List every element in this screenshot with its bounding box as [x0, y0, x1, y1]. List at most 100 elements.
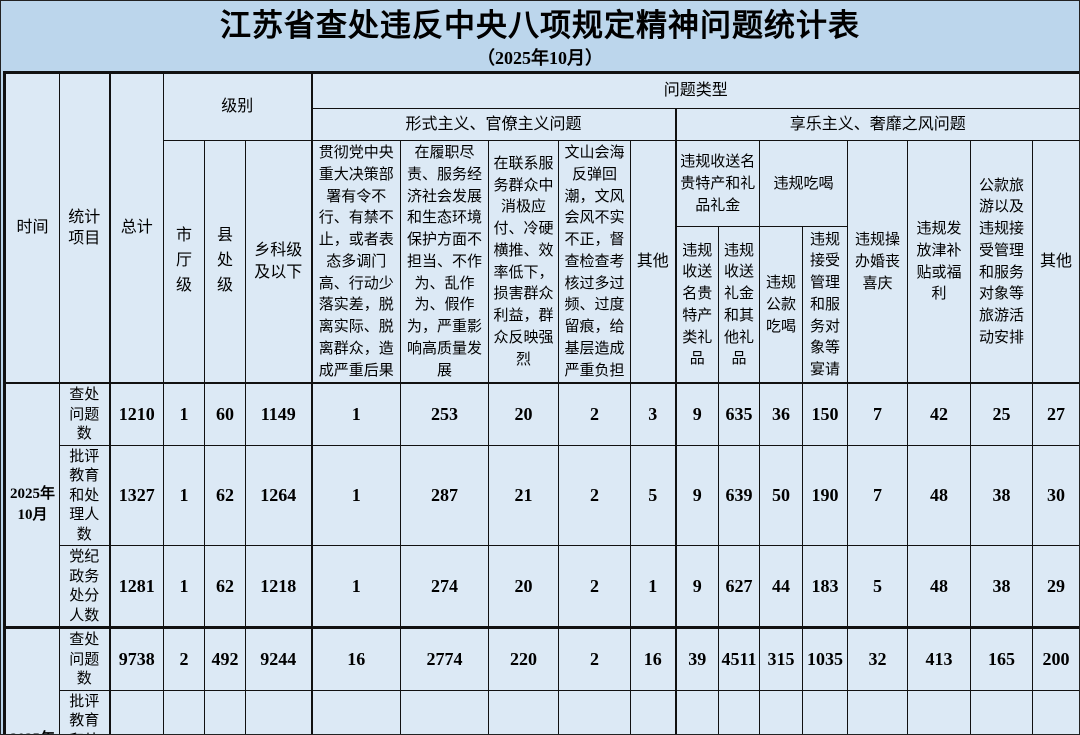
- data-cell: 505: [204, 689, 246, 734]
- data-cell: 9244: [244, 626, 313, 691]
- header-row-1: 时间 统计项目 总计 级别 问题类型: [4, 72, 1079, 384]
- data-cell: 183: [802, 545, 849, 629]
- data-cell: 9738: [108, 626, 164, 691]
- data-cell: 2: [558, 382, 632, 446]
- col-header-stat-item: 统计项目: [59, 72, 110, 384]
- row-label: 批评教育和处理人数: [59, 444, 110, 547]
- col-header-gift-specialty: 违规收送名贵特产类礼品: [674, 226, 720, 384]
- data-cell: 32: [847, 626, 909, 691]
- col-group-hedonism: 享乐主义、奢靡之风问题: [674, 108, 1079, 141]
- data-cell: 4511: [718, 626, 761, 691]
- data-cell: 9: [674, 545, 720, 629]
- col-header-formalism-duty: 在履职尽责、服务经济社会发展和生态环境保护方面不担当、不作为、乱作为、假作为，严…: [400, 140, 490, 384]
- col-header-city-level: 市厅级: [163, 140, 205, 384]
- data-cell: 413: [907, 626, 972, 691]
- data-cell: 274: [400, 545, 490, 629]
- data-cell: 200: [1032, 626, 1079, 691]
- data-cell: 1218: [802, 689, 849, 734]
- data-cell: 20: [488, 382, 560, 446]
- col-header-time: 时间: [4, 72, 60, 384]
- data-cell: 25: [970, 382, 1034, 446]
- row-label: 党纪政务处分人数: [59, 545, 110, 629]
- data-cell: 1218: [244, 545, 313, 629]
- col-header-dining-banquets: 违规接受管理和服务对象等宴请: [802, 226, 849, 384]
- data-cell: 38: [970, 444, 1034, 547]
- col-header-formalism-meetings: 文山会海反弹回潮，文风会风不实不正，督查检查考核过多过频、过度留痕，给基层造成严…: [558, 140, 632, 384]
- col-header-formalism-masses: 在联系服务群众中消极应付、冷硬横推、效率低下，损害群众利益，群众反映强烈: [488, 140, 560, 384]
- data-cell: 190: [802, 444, 849, 547]
- data-cell: 60: [204, 382, 246, 446]
- col-header-dining-public-funds: 违规公款吃喝: [759, 226, 804, 384]
- data-cell: 1264: [244, 444, 313, 547]
- data-cell: 7: [847, 444, 909, 547]
- row-label: 批评教育和处理人数: [59, 689, 110, 734]
- data-cell: 20: [310, 689, 402, 734]
- period-label-october: 2025年10月: [4, 382, 60, 629]
- data-cell: 627: [718, 545, 761, 629]
- data-cell: 165: [970, 626, 1034, 691]
- col-group-formalism: 形式主义、官僚主义问题: [310, 108, 677, 141]
- data-cell: 7: [847, 382, 909, 446]
- col-header-township-level: 乡科级及以下: [244, 140, 313, 384]
- data-cell: 230: [1032, 689, 1079, 734]
- data-cell: 30: [1032, 444, 1079, 547]
- data-cell: 2: [558, 626, 632, 691]
- page-subtitle: （2025年10月）: [477, 48, 603, 68]
- county-level-label: 县处级: [216, 227, 233, 295]
- data-cell: 492: [204, 626, 246, 691]
- statistics-table: 时间 统计项目 总计 级别 问题类型 形式主义、官僚主义问题 享乐主义、奢靡之风…: [3, 71, 1079, 734]
- table-row-oct-problems: 2025年10月 查处问题数 1210 1 60 1149 1 253 20 2…: [4, 382, 1079, 629]
- data-cell: 9: [674, 444, 720, 547]
- data-cell: 1035: [802, 626, 849, 691]
- page-title: 江苏省查处违反中央八项规定精神问题统计表: [220, 8, 860, 43]
- data-cell: 150: [802, 382, 849, 446]
- data-cell: 1: [163, 545, 205, 629]
- data-cell: 27: [1032, 382, 1079, 446]
- col-header-formalism-decisions: 贯彻党中央重大决策部署有令不行、有禁不止，或者表态多调门高、行动少落实差，脱离实…: [310, 140, 402, 384]
- col-header-travel: 公款旅游以及违规接受管理和服务对象等旅游活动安排: [970, 140, 1034, 384]
- data-cell: 220: [488, 626, 560, 691]
- col-group-problem-type: 问题类型: [310, 72, 1079, 109]
- col-group-level: 级别: [162, 72, 313, 141]
- data-cell: 3148: [400, 689, 490, 734]
- data-cell: 1210: [108, 382, 164, 446]
- table-row-oct-disciplined: 党纪政务处分人数 1281 1 62 1218 1 274 20 2 1 9 6…: [5, 545, 1079, 629]
- data-cell: 1327: [108, 444, 164, 547]
- data-cell: 50: [759, 444, 804, 547]
- data-cell: 62: [204, 444, 246, 547]
- data-cell: 253: [400, 382, 490, 446]
- data-cell: 29: [1032, 545, 1079, 629]
- data-cell: 44: [759, 545, 804, 629]
- data-cell: 2: [558, 689, 632, 734]
- data-cell: 48: [907, 444, 972, 547]
- city-level-label: 市厅级: [175, 227, 192, 295]
- data-cell: 1: [163, 382, 205, 446]
- col-header-wedding-funeral: 违规操办婚丧喜庆: [847, 140, 909, 384]
- data-cell: 1149: [244, 382, 313, 446]
- data-cell: 32: [847, 689, 909, 734]
- data-cell: 62: [204, 545, 246, 629]
- title-area: 江苏省查处违反中央八项规定精神问题统计表 （2025年10月）: [1, 1, 1079, 71]
- data-cell: 1: [310, 382, 402, 446]
- data-cell: 639: [718, 444, 761, 547]
- data-cell: 5: [630, 444, 677, 547]
- data-cell: 1: [310, 444, 402, 547]
- header-row-3: 市厅级 县处级 乡科级及以下 贯彻党中央重大决策部署有令不行、有禁不止，或者表态…: [5, 139, 1079, 384]
- data-cell: 1: [630, 545, 677, 629]
- data-cell: 42: [907, 382, 972, 446]
- data-cell: 1: [310, 545, 402, 629]
- data-cell: 475: [907, 689, 972, 734]
- data-cell: 2: [163, 689, 205, 734]
- data-cell: 16: [310, 626, 402, 691]
- data-cell: 2: [558, 444, 632, 547]
- data-cell: 10580: [108, 689, 164, 734]
- data-cell: 36: [759, 382, 804, 446]
- col-header-allowance: 违规发放津补贴或福利: [907, 140, 972, 384]
- row-label: 查处问题数: [59, 382, 110, 446]
- header-row-2: 形式主义、官僚主义问题 享乐主义、奢靡之风问题: [5, 108, 1079, 141]
- data-cell: 4545: [718, 689, 761, 734]
- col-header-formalism-other: 其他: [630, 140, 677, 384]
- table-row-oct-criticized: 批评教育和处理人数 1327 1 62 1264 1 287 21 2 5 9 …: [5, 444, 1079, 547]
- col-header-total: 总计: [108, 72, 164, 384]
